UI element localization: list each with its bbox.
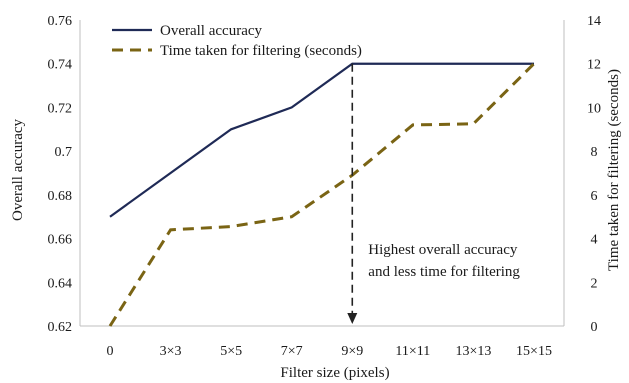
right-y-tick-label: 14 bbox=[587, 14, 601, 29]
left-y-tick-label: 0.74 bbox=[48, 58, 73, 73]
annotation-text-line: and less time for filtering bbox=[368, 264, 520, 280]
annotation-text-line: Highest overall accuracy bbox=[368, 242, 518, 258]
legend: Overall accuracy Time taken for filtering… bbox=[112, 23, 362, 59]
left-y-tick-labels: 0.62 0.64 0.66 0.68 0.7 0.72 0.74 0.76 bbox=[48, 14, 73, 335]
series-group bbox=[108, 62, 536, 327]
x-tick-label: 15×15 bbox=[516, 344, 552, 359]
accuracy-series-line bbox=[109, 62, 534, 218]
legend-entry-label: Overall accuracy bbox=[160, 23, 263, 39]
x-tick-label: 9×9 bbox=[341, 344, 363, 359]
time-series-line bbox=[108, 62, 536, 327]
right-y-tick-label: 10 bbox=[587, 101, 601, 116]
right-y-tick-label: 4 bbox=[591, 233, 598, 248]
annotation-arrow-head bbox=[347, 313, 358, 324]
left-y-tick-label: 0.7 bbox=[55, 145, 73, 160]
right-y-tick-labels: 0 2 4 6 8 10 12 14 bbox=[587, 14, 601, 335]
left-y-tick-label: 0.68 bbox=[48, 189, 73, 204]
left-y-tick-label: 0.66 bbox=[48, 233, 73, 248]
left-y-axis-label: Overall accuracy bbox=[10, 118, 26, 221]
right-y-tick-label: 12 bbox=[587, 58, 601, 73]
right-y-axis-label: Time taken for filtering (seconds) bbox=[606, 69, 622, 271]
left-y-tick-label: 0.64 bbox=[48, 276, 73, 291]
left-y-tick-label: 0.72 bbox=[48, 101, 73, 116]
plot-frame bbox=[79, 20, 565, 327]
x-tick-label: 13×13 bbox=[455, 344, 491, 359]
x-tick-labels: 0 3×3 5×5 7×7 9×9 11×11 13×13 15×15 bbox=[107, 344, 552, 359]
right-y-tick-label: 6 bbox=[591, 189, 598, 204]
right-y-tick-label: 8 bbox=[591, 145, 598, 160]
x-tick-label: 0 bbox=[107, 344, 114, 359]
x-tick-label: 3×3 bbox=[160, 344, 182, 359]
x-axis-label: Filter size (pixels) bbox=[280, 365, 389, 381]
right-y-tick-label: 0 bbox=[591, 320, 598, 335]
legend-entry-label: Time taken for filtering (seconds) bbox=[160, 43, 362, 59]
left-y-tick-label: 0.62 bbox=[48, 320, 73, 335]
x-tick-label: 7×7 bbox=[281, 344, 303, 359]
left-y-tick-label: 0.76 bbox=[48, 14, 73, 29]
x-tick-label: 5×5 bbox=[220, 344, 242, 359]
x-tick-label: 11×11 bbox=[395, 344, 430, 359]
right-y-tick-label: 2 bbox=[591, 276, 598, 291]
annotation: Highest overall accuracy and less time fo… bbox=[347, 63, 520, 324]
